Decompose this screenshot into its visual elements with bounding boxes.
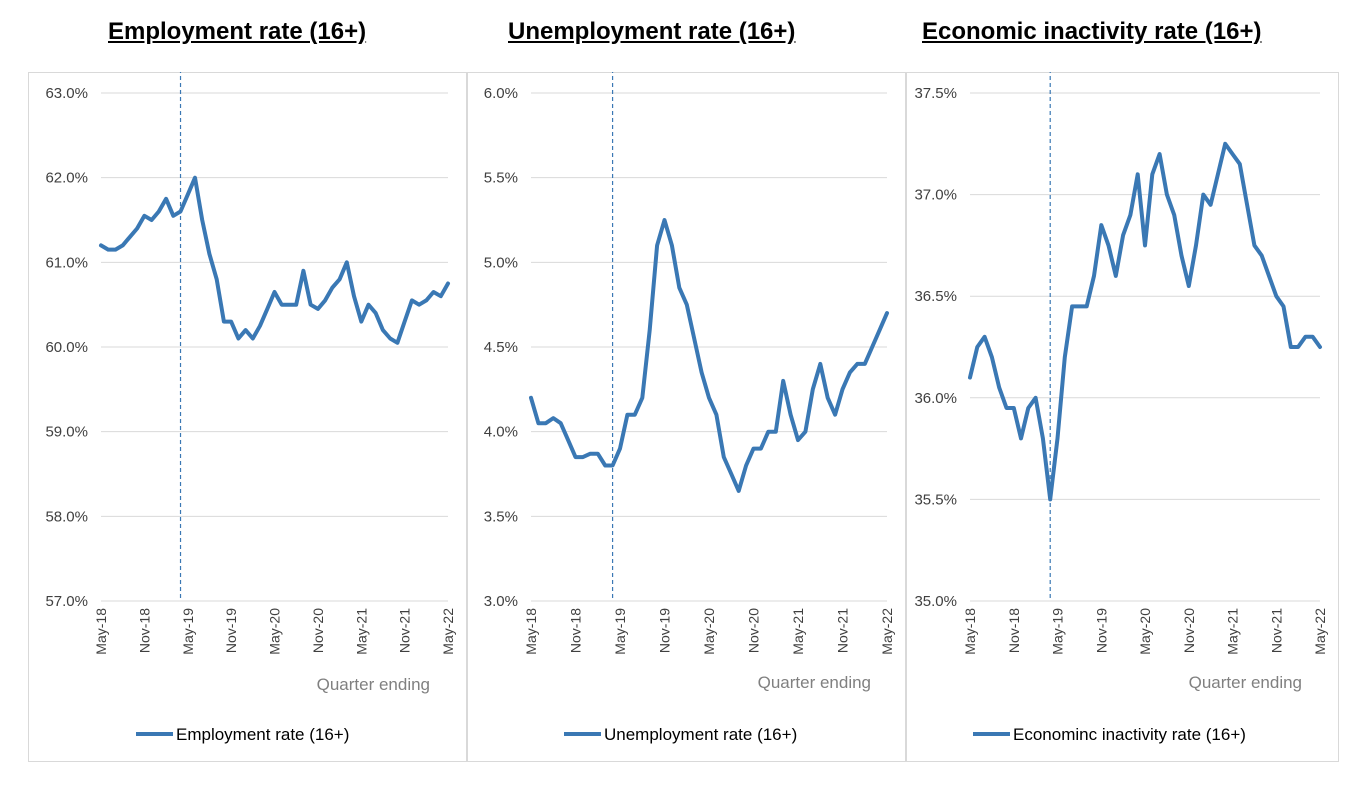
y-tick-label: 6.0% [484,85,518,102]
series-line [968,141,1322,502]
y-tick-label: 58.0% [45,508,88,525]
x-tick-label: May-22 [879,608,895,655]
x-tick-label: May-22 [440,608,456,655]
x-tick-label: May-21 [790,608,806,655]
x-tick-label: May-19 [612,608,628,655]
x-tick-label: Nov-18 [136,608,152,653]
x-tick-label: May-21 [1225,608,1241,655]
chart-title-inactivity: Economic inactivity rate (16+) [922,18,1262,45]
x-tick-label: May-19 [1050,608,1066,655]
chart-title-unemployment: Unemployment rate (16+) [508,18,796,45]
chart-border [467,72,906,762]
x-tick-label: May-20 [701,608,717,655]
y-tick-label: 59.0% [45,424,88,441]
economic-inactivity-rate-chart: 35.0% 35.5% 36.0% 36.5% 37.0% 37.5% May-18 Nov-… [906,72,1339,762]
x-axis-title: Quarter ending [1189,673,1302,692]
chart-border [906,72,1339,762]
y-tick-label: 5.5% [484,170,518,187]
x-tick-label: Nov-18 [1006,608,1022,653]
x-tick-label: May-18 [962,608,978,655]
y-tick-label: 35.0% [914,593,957,610]
x-tick-label: May-20 [1137,608,1153,655]
y-tick-label: 4.0% [484,424,518,441]
y-tick-label: 3.0% [484,593,518,610]
x-tick-label: May-20 [267,608,283,655]
series-line [99,175,450,345]
x-axis-title: Quarter ending [758,673,871,692]
x-axis-title: Quarter ending [317,675,430,694]
x-tick-label: Nov-20 [746,608,762,653]
x-tick-label: Nov-19 [657,608,673,653]
chart-border [28,72,467,762]
y-tick-label: 62.0% [45,170,88,187]
x-tick-label: May-19 [180,608,196,655]
y-tick-label: 37.5% [914,85,957,102]
y-tick-label: 61.0% [45,254,88,271]
legend-label: Econominc inactivity rate (16+) [1013,725,1246,744]
unemployment-rate-chart: 3.0% 3.5% 4.0% 4.5% 5.0% 5.5% 6.0% May-18 Nov-18… [467,72,906,762]
x-tick-label: Nov-18 [568,608,584,653]
x-tick-label: May-18 [93,608,109,655]
y-tick-label: 36.5% [914,288,957,305]
legend-label: Employment rate (16+) [176,725,349,744]
y-tick-label: 5.0% [484,254,518,271]
x-tick-label: Nov-20 [1181,608,1197,653]
y-tick-label: 60.0% [45,339,88,356]
y-tick-label: 63.0% [45,85,88,102]
y-tick-label: 36.0% [914,390,957,407]
series-line [529,218,889,493]
x-tick-label: May-18 [523,608,539,655]
x-tick-label: Nov-19 [223,608,239,653]
chart-title-employment: Employment rate (16+) [108,18,367,45]
x-tick-label: Nov-21 [397,608,413,653]
y-tick-label: 35.5% [914,491,957,508]
x-tick-label: May-21 [353,608,369,655]
y-tick-label: 3.5% [484,508,518,525]
x-tick-label: Nov-19 [1093,608,1109,653]
x-tick-label: Nov-21 [835,608,851,653]
y-tick-label: 57.0% [45,593,88,610]
employment-rate-chart: 57.0% 58.0% 59.0% 60.0% 61.0% 62.0% 63.0% May-1… [28,72,467,762]
x-tick-label: Nov-21 [1268,608,1284,653]
y-tick-label: 37.0% [914,187,957,204]
y-tick-label: 4.5% [484,339,518,356]
x-tick-label: May-22 [1312,608,1328,655]
x-tick-label: Nov-20 [310,608,326,653]
legend-label: Unemployment rate (16+) [604,725,797,744]
